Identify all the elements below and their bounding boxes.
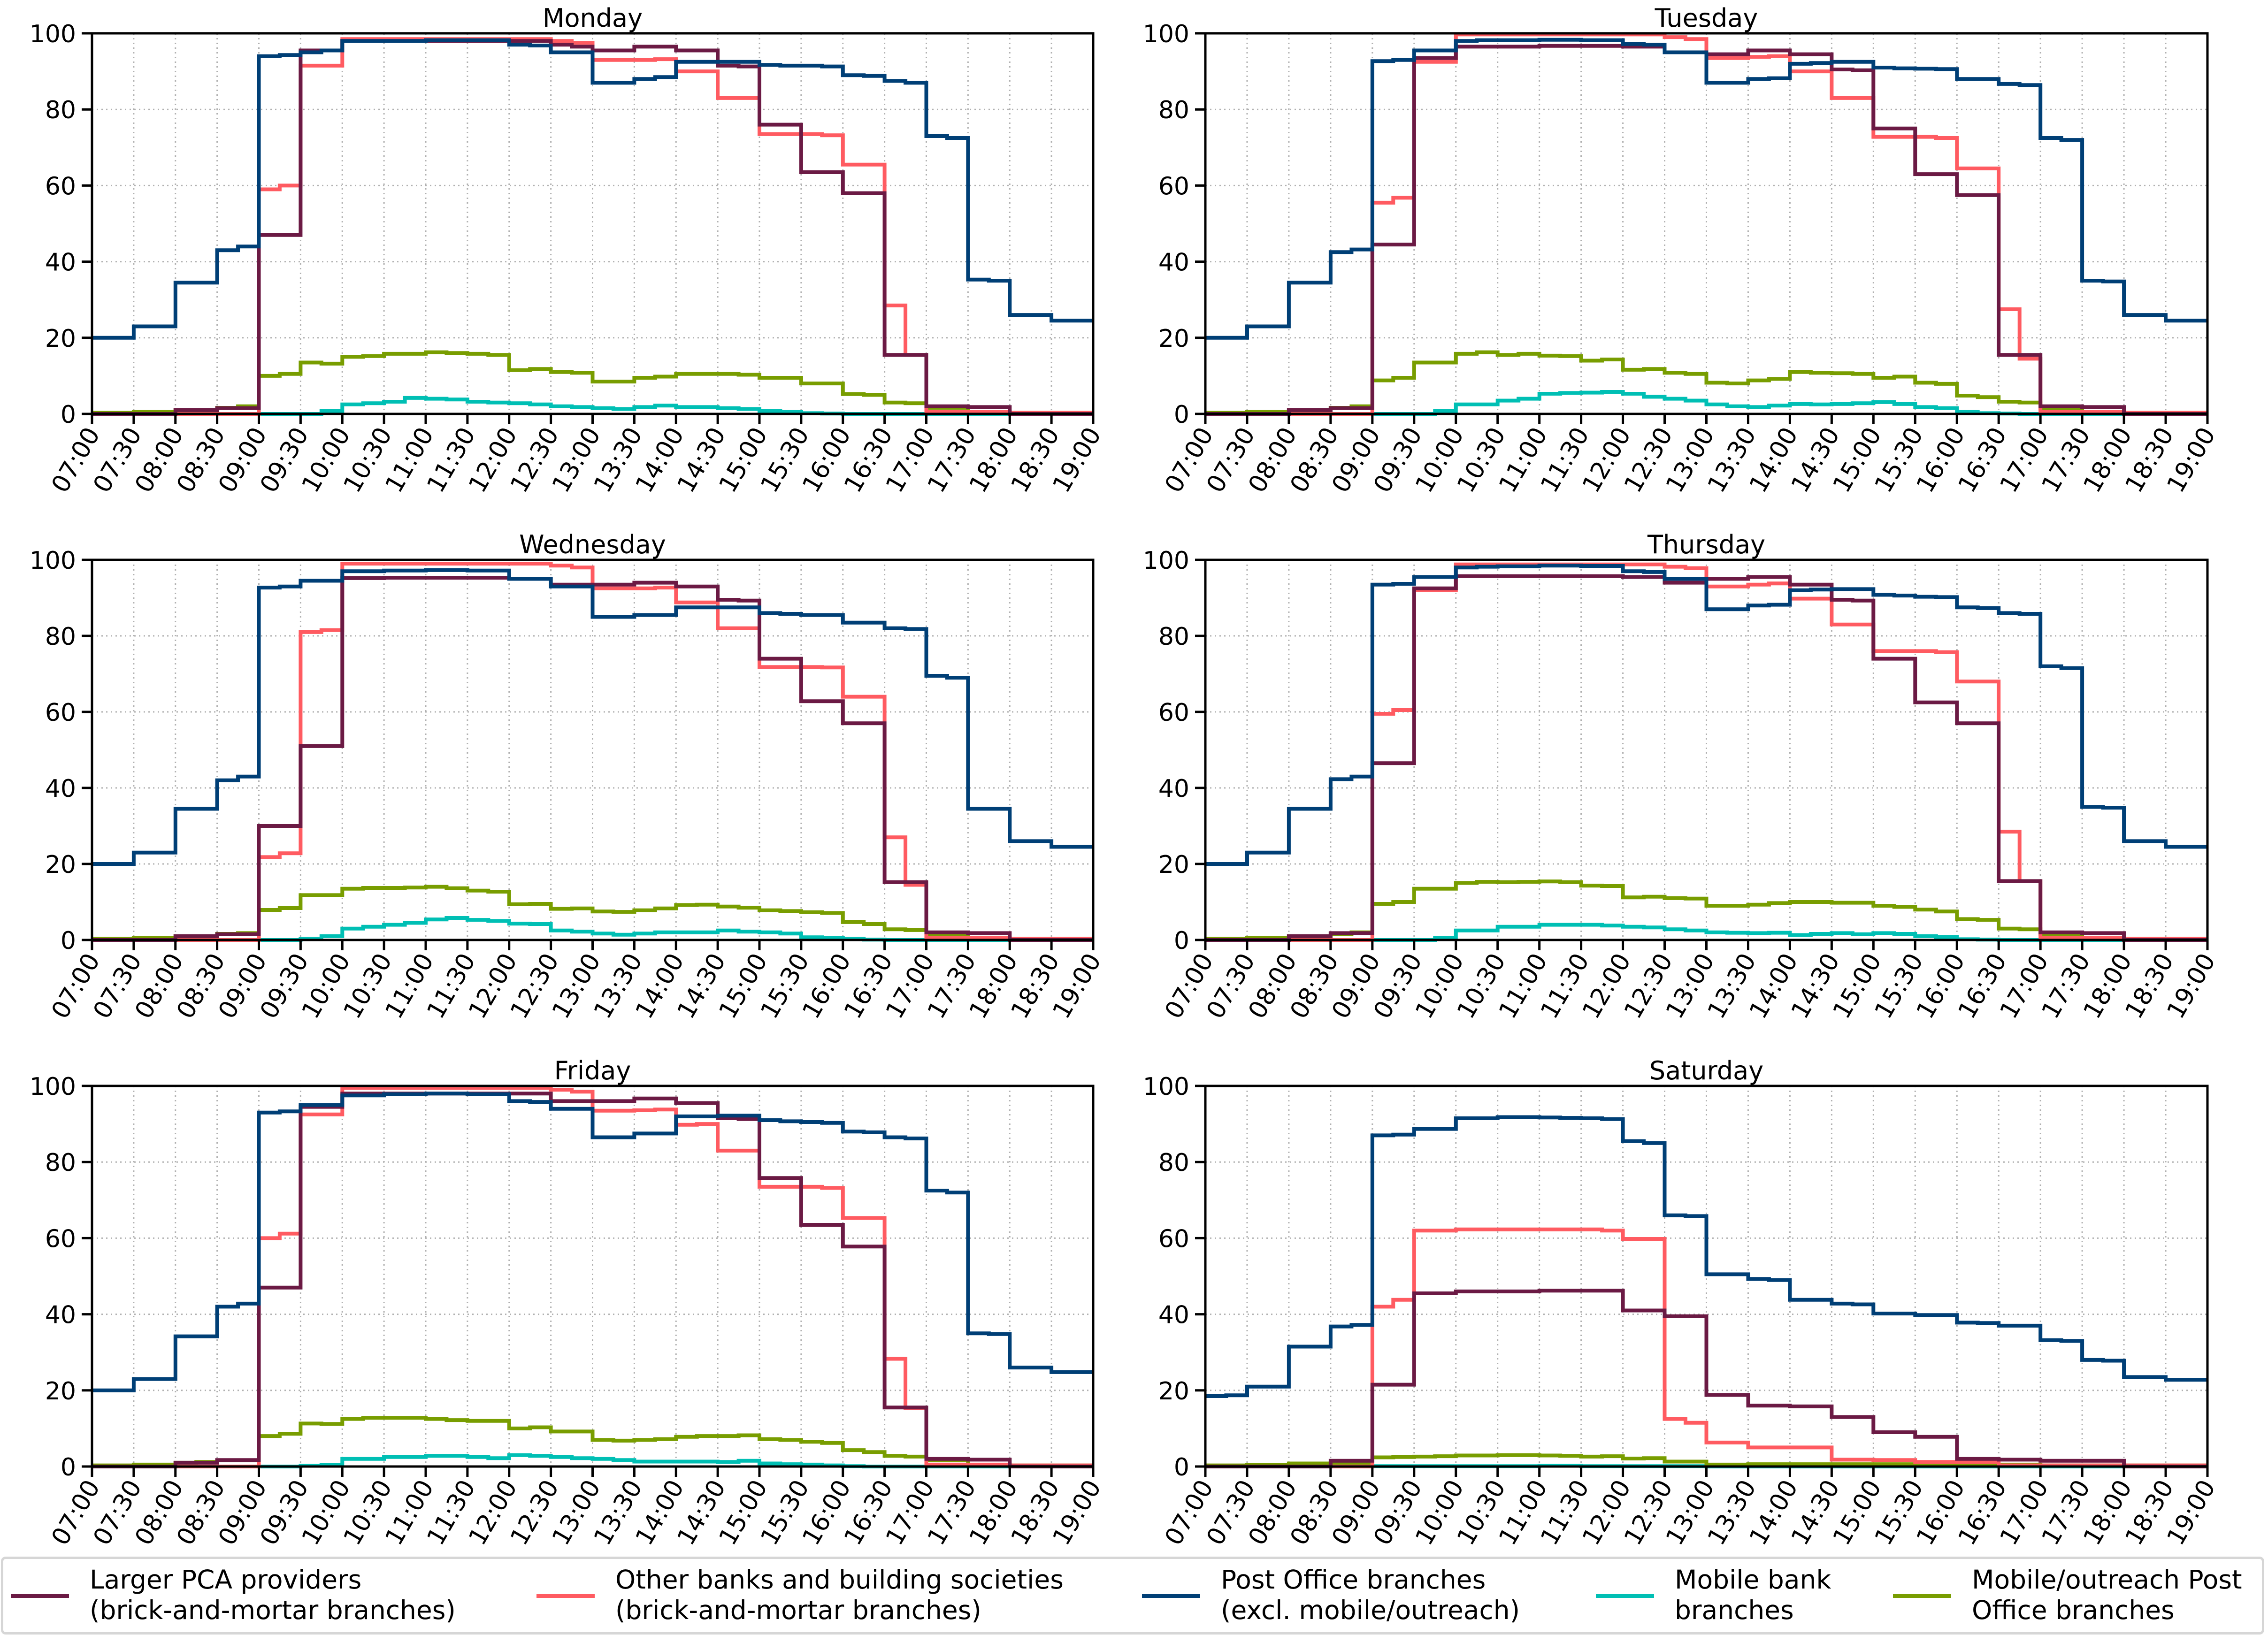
y-tick-label: 100	[1143, 1073, 1189, 1101]
y-tick-label: 100	[1143, 547, 1189, 575]
legend-label-line2: (brick-and-mortar branches)	[90, 1595, 456, 1625]
y-tick-label: 20	[45, 1377, 76, 1406]
series-line-other	[1205, 1227, 2207, 1468]
panel-title: Friday	[554, 1056, 631, 1085]
legend: Larger PCA providers (brick-and-mortar br…	[1, 1557, 2264, 1635]
panel-title: Monday	[543, 3, 643, 33]
y-tick-label: 80	[1158, 96, 1189, 124]
legend-label-line1: Mobile bank	[1675, 1565, 1831, 1595]
series-line-pca	[92, 1092, 1093, 1468]
y-tick-label: 0	[61, 927, 76, 955]
panel-title: Wednesday	[519, 530, 666, 559]
series-line-po	[1205, 564, 2207, 866]
series-line-mobile_po	[92, 1416, 1093, 1467]
panel-thursday: Thursday02040608010007:0007:3008:0008:30…	[1143, 530, 2222, 1024]
panel-title: Thursday	[1647, 530, 1765, 559]
series-line-other	[92, 1086, 1093, 1468]
y-tick-label: 60	[1158, 1225, 1189, 1253]
y-tick-label: 60	[1158, 172, 1189, 200]
series-line-po	[92, 568, 1093, 866]
series-line-pca	[92, 576, 1093, 942]
legend-swatch-post-office	[1142, 1594, 1200, 1598]
y-tick-label: 80	[45, 1149, 76, 1177]
series-line-other	[1205, 32, 2207, 416]
y-tick-label: 40	[1158, 249, 1189, 277]
legend-label-line2: (brick-and-mortar branches)	[615, 1595, 981, 1625]
y-tick-label: 20	[45, 325, 76, 353]
series-line-po	[92, 1092, 1093, 1392]
y-tick-label: 0	[1174, 1453, 1189, 1482]
y-tick-label: 0	[1174, 927, 1189, 955]
series-line-pca	[1205, 574, 2207, 942]
y-tick-label: 40	[45, 1301, 76, 1329]
panel-title: Tuesday	[1655, 3, 1758, 33]
y-tick-label: 80	[45, 623, 76, 651]
legend-swatch-other-banks	[536, 1594, 595, 1598]
y-tick-label: 40	[45, 775, 76, 803]
legend-label-line1: Larger PCA providers	[90, 1565, 362, 1595]
y-tick-label: 80	[1158, 1149, 1189, 1177]
panel-wednesday: Wednesday02040608010007:0007:3008:0008:3…	[30, 530, 1107, 1024]
panel-saturday: Saturday02040608010007:0007:3008:0008:30…	[1143, 1056, 2222, 1550]
y-tick-label: 60	[45, 172, 76, 200]
series-line-other	[92, 562, 1093, 942]
y-tick-label: 80	[1158, 623, 1189, 651]
legend-label-line2: (excl. mobile/outreach)	[1221, 1595, 1520, 1625]
legend-label-line1: Post Office branches	[1221, 1565, 1486, 1595]
series-line-mobile_po	[92, 885, 1093, 941]
series-line-mobile_po	[1205, 879, 2207, 941]
legend-label-line1: Other banks and building societies	[615, 1565, 1064, 1595]
y-tick-label: 40	[1158, 1301, 1189, 1329]
legend-label-line1: Mobile/outreach Post	[1972, 1565, 2242, 1595]
y-tick-label: 80	[45, 96, 76, 124]
y-tick-label: 60	[45, 699, 76, 727]
series-line-other	[1205, 562, 2207, 942]
y-tick-label: 20	[1158, 325, 1189, 353]
y-tick-label: 100	[1143, 20, 1189, 48]
legend-swatch-mobile-post-office	[1893, 1594, 1951, 1598]
legend-label-line2: branches	[1675, 1595, 1794, 1625]
series-line-mobile_po	[1205, 350, 2207, 415]
y-tick-label: 20	[1158, 1377, 1189, 1406]
y-tick-label: 100	[30, 547, 76, 575]
y-tick-label: 100	[30, 20, 76, 48]
series-line-pca	[92, 39, 1093, 416]
y-tick-label: 60	[45, 1225, 76, 1253]
legend-label-line2: Office branches	[1972, 1595, 2175, 1625]
legend-swatch-mobile-bank	[1596, 1594, 1654, 1598]
legend-swatch-larger-pca	[11, 1594, 69, 1598]
series-line-pca	[1205, 1289, 2207, 1468]
y-tick-label: 60	[1158, 699, 1189, 727]
y-tick-label: 0	[61, 1453, 76, 1482]
series-line-pca	[1205, 44, 2207, 416]
y-tick-label: 20	[45, 851, 76, 879]
panel-monday: Monday02040608010007:0007:3008:0008:3009…	[30, 3, 1107, 497]
y-tick-label: 0	[61, 401, 76, 429]
series-line-po	[1205, 38, 2207, 340]
y-tick-label: 20	[1158, 851, 1189, 879]
y-tick-label: 40	[1158, 775, 1189, 803]
y-tick-label: 0	[1174, 401, 1189, 429]
series-line-po	[1205, 1115, 2207, 1398]
panel-tuesday: Tuesday02040608010007:0007:3008:0008:300…	[1143, 3, 2222, 497]
panel-title: Saturday	[1649, 1056, 1763, 1085]
panel-friday: Friday02040608010007:0007:3008:0008:3009…	[30, 1056, 1107, 1550]
series-line-po	[92, 38, 1093, 340]
y-tick-label: 100	[30, 1073, 76, 1101]
y-tick-label: 40	[45, 249, 76, 277]
series-line-mobile_po	[92, 350, 1093, 415]
